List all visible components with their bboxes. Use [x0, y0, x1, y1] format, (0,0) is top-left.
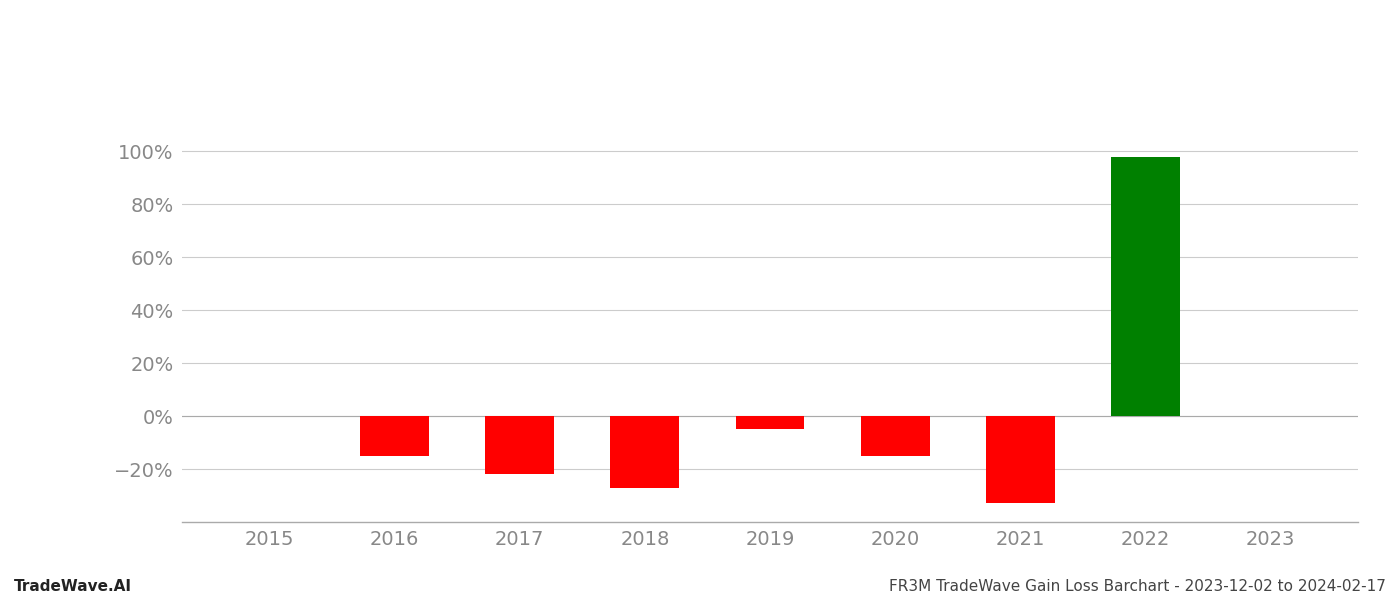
Bar [1112, 157, 1180, 416]
Bar [360, 416, 428, 456]
Bar [861, 416, 930, 456]
Text: TradeWave.AI: TradeWave.AI [14, 579, 132, 594]
Text: FR3M TradeWave Gain Loss Barchart - 2023-12-02 to 2024-02-17: FR3M TradeWave Gain Loss Barchart - 2023… [889, 579, 1386, 594]
Bar [986, 416, 1054, 503]
Bar [735, 416, 805, 430]
Bar [486, 416, 554, 475]
Bar [610, 416, 679, 488]
